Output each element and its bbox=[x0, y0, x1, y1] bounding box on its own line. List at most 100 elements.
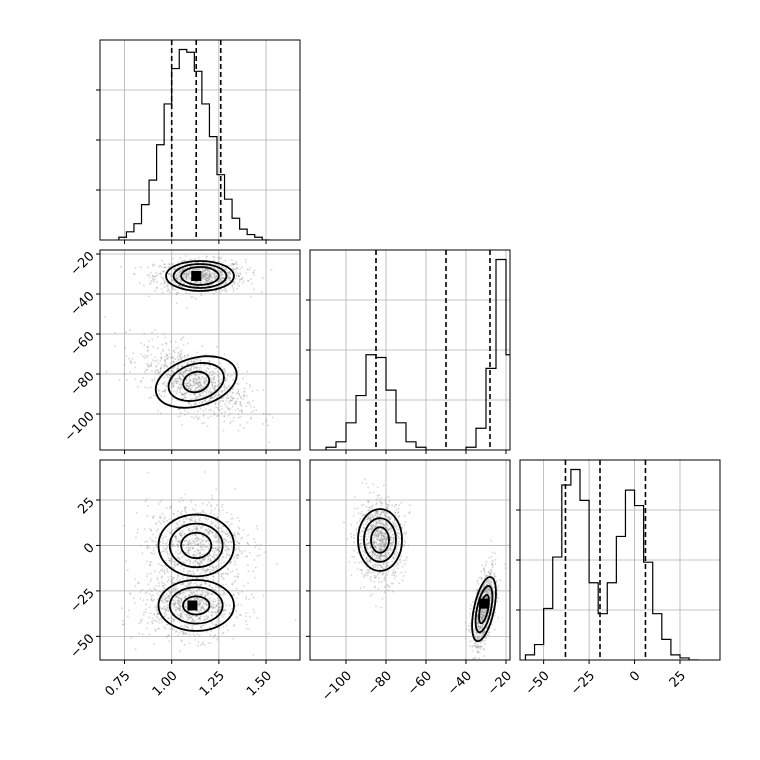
sample-point bbox=[229, 399, 232, 402]
sample-point bbox=[193, 540, 195, 543]
sample-point bbox=[365, 482, 368, 485]
sample-point bbox=[176, 379, 179, 382]
sample-point bbox=[218, 537, 221, 540]
sample-point bbox=[369, 559, 372, 562]
sample-point bbox=[229, 536, 232, 539]
sample-point bbox=[375, 534, 378, 537]
sample-point bbox=[220, 279, 223, 282]
sample-point bbox=[249, 383, 251, 386]
sample-point bbox=[237, 366, 240, 369]
sample-point bbox=[178, 382, 181, 385]
sample-point bbox=[146, 362, 149, 365]
sample-point bbox=[379, 533, 382, 536]
density-contour bbox=[167, 362, 225, 402]
sample-point bbox=[376, 544, 379, 546]
sample-point bbox=[204, 471, 207, 473]
sample-point bbox=[369, 517, 372, 520]
sample-point bbox=[174, 358, 177, 360]
sample-point bbox=[202, 511, 205, 514]
sample-point bbox=[199, 282, 202, 284]
sample-point bbox=[151, 380, 154, 383]
sample-point bbox=[380, 497, 383, 500]
sample-point bbox=[179, 512, 182, 515]
sample-point bbox=[378, 499, 381, 502]
sample-point bbox=[365, 556, 368, 559]
sample-point bbox=[205, 278, 208, 281]
density-peak bbox=[187, 600, 198, 611]
sample-point bbox=[151, 359, 154, 361]
sample-point bbox=[202, 392, 204, 394]
sample-point bbox=[198, 616, 201, 619]
sample-point bbox=[154, 605, 157, 608]
sample-point bbox=[250, 295, 252, 298]
sample-point bbox=[176, 613, 179, 616]
sample-point bbox=[480, 616, 483, 618]
sample-point bbox=[222, 276, 225, 279]
sample-point bbox=[246, 555, 248, 558]
sample-point bbox=[258, 547, 261, 550]
sample-point bbox=[143, 357, 146, 360]
sample-point bbox=[229, 561, 232, 564]
sample-point bbox=[147, 348, 149, 351]
sample-point bbox=[473, 631, 475, 633]
sample-point bbox=[189, 265, 192, 268]
sample-point bbox=[235, 616, 238, 619]
sample-point bbox=[203, 383, 206, 385]
sample-point bbox=[196, 387, 199, 390]
sample-point bbox=[200, 387, 203, 390]
sample-point bbox=[139, 619, 142, 622]
sample-point bbox=[214, 524, 217, 527]
sample-point bbox=[172, 357, 175, 360]
sample-point bbox=[230, 513, 233, 516]
sample-point bbox=[181, 632, 184, 635]
sample-point bbox=[211, 396, 214, 399]
sample-point bbox=[215, 277, 217, 280]
sample-point bbox=[233, 371, 236, 374]
sample-point bbox=[188, 374, 191, 377]
sample-point bbox=[160, 357, 163, 360]
sample-point bbox=[149, 271, 152, 274]
sample-point bbox=[159, 273, 162, 275]
sample-point bbox=[213, 603, 215, 606]
sample-point bbox=[215, 276, 218, 279]
sample-point bbox=[151, 516, 154, 519]
sample-point bbox=[383, 544, 386, 546]
sample-point bbox=[212, 373, 215, 376]
sample-point bbox=[184, 392, 187, 395]
sample-point bbox=[208, 280, 211, 283]
sample-point bbox=[214, 272, 217, 275]
sample-point bbox=[371, 514, 374, 517]
sample-point bbox=[382, 510, 385, 513]
sample-point bbox=[153, 547, 155, 549]
sample-point bbox=[199, 545, 202, 548]
sample-point bbox=[186, 307, 188, 310]
sample-point bbox=[167, 609, 170, 611]
sample-point bbox=[163, 626, 166, 628]
sample-point bbox=[382, 542, 385, 545]
sample-point bbox=[226, 533, 229, 535]
sample-point bbox=[371, 551, 374, 554]
sample-point bbox=[183, 272, 186, 275]
sample-point bbox=[216, 553, 219, 556]
sample-point bbox=[196, 378, 199, 381]
sample-point bbox=[381, 540, 384, 543]
sample-point bbox=[223, 542, 225, 544]
sample-point bbox=[172, 512, 175, 515]
sample-point bbox=[359, 587, 362, 590]
sample-point bbox=[197, 396, 200, 399]
sample-point bbox=[184, 255, 187, 257]
sample-point bbox=[129, 592, 132, 595]
sample-point bbox=[211, 587, 214, 589]
sample-point bbox=[229, 540, 232, 543]
sample-point bbox=[179, 607, 182, 610]
sample-point bbox=[179, 614, 182, 617]
sample-point bbox=[226, 406, 229, 409]
sample-point bbox=[233, 556, 235, 559]
sample-point bbox=[195, 529, 198, 531]
sample-point bbox=[191, 547, 194, 550]
sample-point bbox=[176, 389, 179, 392]
sample-point bbox=[209, 565, 212, 568]
sample-point bbox=[195, 597, 198, 600]
sample-point bbox=[175, 551, 177, 553]
sample-point bbox=[153, 570, 156, 573]
